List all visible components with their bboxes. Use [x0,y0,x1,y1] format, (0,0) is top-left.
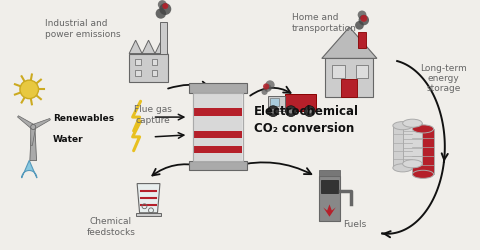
FancyBboxPatch shape [194,102,242,109]
Polygon shape [137,184,160,213]
FancyBboxPatch shape [135,70,141,76]
FancyBboxPatch shape [129,54,168,82]
Text: Chemical
feedstocks: Chemical feedstocks [86,216,135,236]
Polygon shape [30,128,36,161]
FancyBboxPatch shape [356,66,368,78]
Text: Water: Water [53,135,84,144]
Circle shape [20,81,38,99]
FancyBboxPatch shape [270,99,279,106]
Circle shape [262,90,268,96]
FancyBboxPatch shape [152,60,157,66]
FancyBboxPatch shape [268,96,285,112]
Circle shape [156,9,166,20]
Circle shape [268,106,278,117]
Text: Long-term
energy
storage: Long-term energy storage [420,63,467,93]
FancyBboxPatch shape [393,126,412,168]
Circle shape [31,125,36,130]
FancyBboxPatch shape [193,94,243,161]
FancyBboxPatch shape [194,131,242,139]
Ellipse shape [393,122,412,130]
Polygon shape [18,116,35,130]
FancyBboxPatch shape [358,33,366,49]
FancyBboxPatch shape [194,109,242,116]
FancyBboxPatch shape [412,130,433,174]
Ellipse shape [403,120,422,128]
Ellipse shape [403,160,422,168]
Circle shape [264,85,272,92]
FancyBboxPatch shape [325,59,373,97]
Text: Electrochemical
CO₂ conversion: Electrochemical CO₂ conversion [254,105,359,134]
Polygon shape [155,41,168,54]
Polygon shape [142,41,155,54]
Text: Industrial and
power emissions: Industrial and power emissions [45,19,121,38]
Ellipse shape [412,125,433,134]
FancyBboxPatch shape [194,116,242,124]
Circle shape [355,22,364,30]
Polygon shape [32,119,50,130]
Circle shape [358,12,366,20]
Circle shape [162,4,168,10]
FancyBboxPatch shape [189,161,247,171]
Polygon shape [323,204,336,217]
Ellipse shape [412,170,433,179]
FancyBboxPatch shape [403,124,422,164]
Circle shape [359,16,369,26]
FancyBboxPatch shape [194,124,242,131]
Circle shape [360,16,367,23]
Text: Home and
transportation: Home and transportation [292,14,357,33]
Polygon shape [129,41,142,54]
FancyBboxPatch shape [135,60,141,66]
FancyBboxPatch shape [319,176,340,221]
Text: Renewables: Renewables [53,113,114,122]
FancyBboxPatch shape [194,139,242,146]
Polygon shape [22,161,37,178]
FancyBboxPatch shape [189,84,247,94]
FancyBboxPatch shape [321,181,338,193]
Circle shape [158,1,167,10]
Polygon shape [31,127,36,146]
FancyBboxPatch shape [319,170,340,176]
Ellipse shape [393,164,412,172]
FancyBboxPatch shape [194,146,242,154]
Polygon shape [322,28,377,59]
FancyBboxPatch shape [341,80,357,97]
Circle shape [307,110,312,114]
Circle shape [271,110,276,114]
Text: Fuels: Fuels [343,220,367,228]
Circle shape [286,106,296,117]
FancyBboxPatch shape [152,70,157,76]
Circle shape [159,4,171,16]
Circle shape [263,84,269,90]
FancyBboxPatch shape [160,23,167,54]
FancyBboxPatch shape [332,66,345,78]
FancyBboxPatch shape [194,94,242,102]
FancyBboxPatch shape [194,154,242,161]
Circle shape [288,110,293,114]
Circle shape [304,106,315,117]
Circle shape [265,81,275,90]
Text: Flue gas
capture: Flue gas capture [133,105,171,124]
FancyBboxPatch shape [285,95,316,112]
FancyBboxPatch shape [136,213,161,216]
